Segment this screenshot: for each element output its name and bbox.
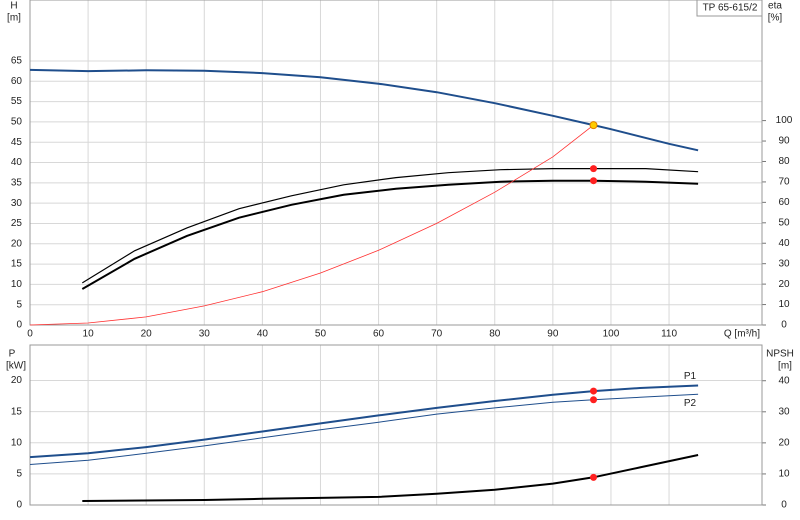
y2-tick-label: 10 <box>778 299 790 310</box>
axis-label: P <box>9 349 16 360</box>
axis-label: [m] <box>7 13 21 24</box>
y2-tick-label: 0 <box>781 500 787 511</box>
x-tick-label: 110 <box>661 329 677 340</box>
y-tick-label: 5 <box>16 299 22 310</box>
x-tick-label: 40 <box>257 329 269 340</box>
curve <box>81 168 699 284</box>
y-tick-label: 40 <box>11 157 23 168</box>
y-tick-label: 15 <box>11 259 23 270</box>
y-tick-label: 20 <box>11 238 23 249</box>
y2-tick-label: 100 <box>776 115 793 126</box>
y-tick-label: 35 <box>11 177 23 188</box>
operating-point <box>590 165 598 173</box>
series-label: P2 <box>684 398 697 409</box>
y-tick-label: 5 <box>16 469 22 480</box>
y2-tick-label: 30 <box>778 406 790 417</box>
chart-title: TP 65-615/2 <box>703 3 758 14</box>
curve <box>29 124 594 326</box>
x-tick-label: 100 <box>603 329 620 340</box>
axis-label: H <box>10 1 17 12</box>
y-tick-label: 30 <box>11 198 23 209</box>
y2-tick-label: 30 <box>778 258 790 269</box>
axis-label: NPSH <box>766 349 794 360</box>
operating-point <box>590 387 598 395</box>
curve <box>29 384 699 459</box>
curve <box>81 179 699 290</box>
x-tick-label: 60 <box>373 329 385 340</box>
y2-tick-label: 70 <box>778 177 790 188</box>
plot-frame <box>29 344 763 506</box>
y2-tick-label: 60 <box>778 197 790 208</box>
y2-tick-label: 80 <box>778 156 790 167</box>
axis-label: eta <box>768 1 782 12</box>
x-axis-label: Q [m³/h] <box>724 329 760 340</box>
series-label: P1 <box>684 371 697 382</box>
x-tick-label: 50 <box>315 329 327 340</box>
y2-tick-label: 10 <box>778 469 790 480</box>
x-tick-label: 80 <box>489 329 501 340</box>
axis-label: [kW] <box>6 361 26 372</box>
y-tick-label: 0 <box>16 320 22 331</box>
axis-label: [m] <box>778 361 792 372</box>
y2-tick-label: 20 <box>778 438 790 449</box>
y2-tick-label: 50 <box>778 217 790 228</box>
y-tick-label: 10 <box>11 437 23 448</box>
operating-point <box>590 473 598 481</box>
x-tick-label: 10 <box>83 329 95 340</box>
operating-point <box>589 121 598 130</box>
x-tick-label: 20 <box>141 329 153 340</box>
y-tick-label: 0 <box>16 500 22 511</box>
axis-label: [%] <box>768 13 783 24</box>
y-tick-label: 45 <box>11 137 23 148</box>
x-tick-label: 70 <box>431 329 443 340</box>
y-tick-label: 55 <box>11 96 23 107</box>
x-tick-label: 0 <box>27 329 33 340</box>
curve <box>29 393 699 465</box>
y-tick-label: 15 <box>11 406 23 417</box>
y2-tick-label: 0 <box>781 320 787 331</box>
y2-tick-label: 90 <box>778 136 790 147</box>
y-tick-label: 50 <box>11 117 23 128</box>
curve <box>82 454 699 502</box>
curve <box>29 68 699 152</box>
y-tick-label: 10 <box>11 279 23 290</box>
y-tick-label: 65 <box>11 56 23 67</box>
y-tick-label: 20 <box>11 375 23 386</box>
operating-point <box>590 396 598 404</box>
y2-tick-label: 40 <box>778 238 790 249</box>
operating-point <box>590 177 598 185</box>
title-box <box>696 0 763 17</box>
y2-tick-label: 20 <box>778 279 790 290</box>
y-tick-label: 60 <box>11 76 23 87</box>
y2-tick-label: 40 <box>778 375 790 386</box>
x-tick-label: 90 <box>547 329 559 340</box>
plot-frame <box>29 0 763 326</box>
x-tick-label: 30 <box>199 329 211 340</box>
y-tick-label: 25 <box>11 218 23 229</box>
